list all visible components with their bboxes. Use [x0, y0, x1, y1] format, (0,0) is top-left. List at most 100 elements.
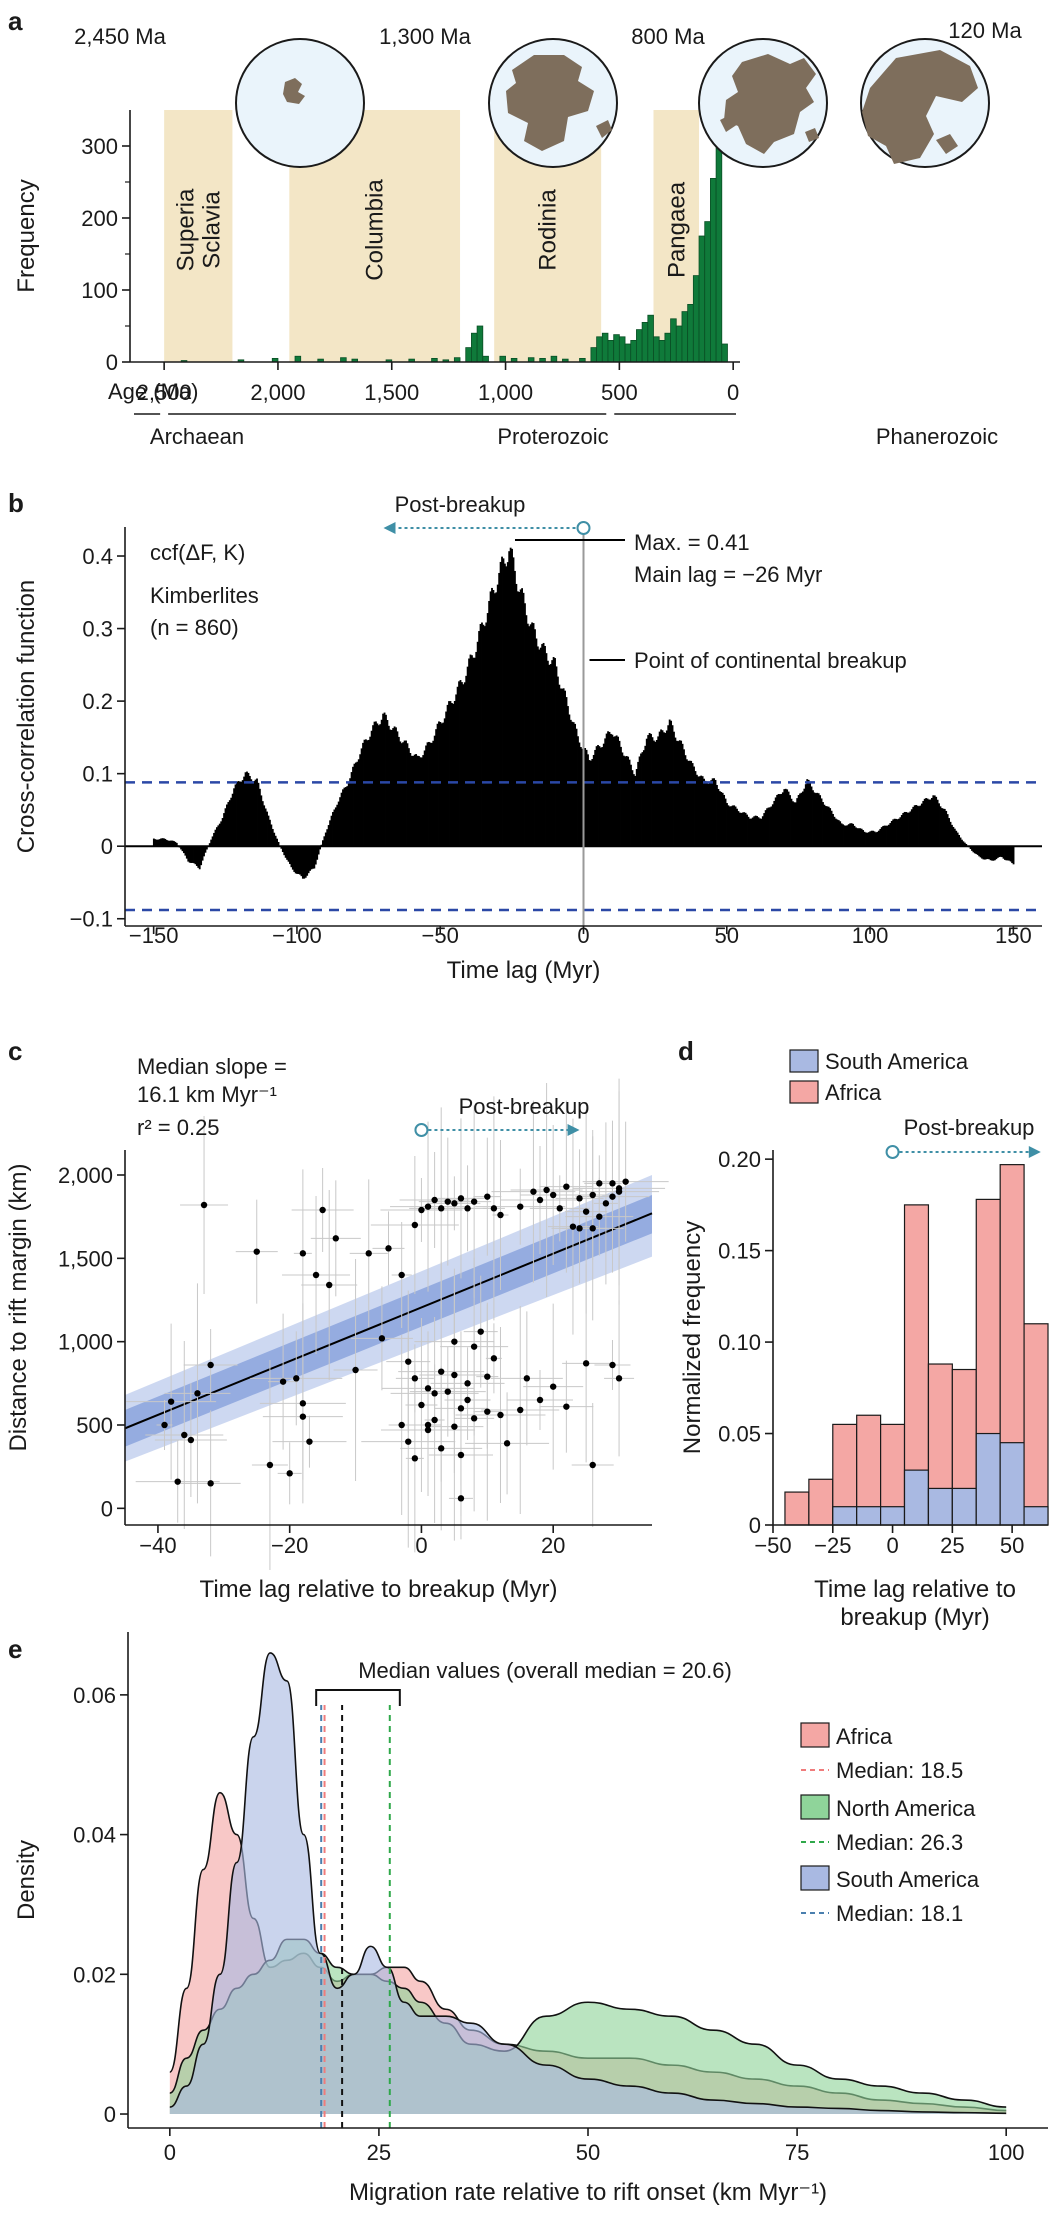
- ccf-bar: [761, 816, 764, 847]
- y-tick-label: 1,000: [58, 1330, 113, 1355]
- ccf-bar: [584, 748, 587, 847]
- ccf-bar: [357, 759, 360, 847]
- ccf-bar: [955, 830, 958, 847]
- band-label-line: Sclavia: [198, 191, 225, 269]
- ccf-title: ccf(ΔF, K): [150, 540, 245, 565]
- ccf-bar: [701, 776, 704, 847]
- ccf-bar: [895, 818, 897, 847]
- x-tick-label: 100: [988, 2140, 1025, 2165]
- ccf-bar: [645, 738, 648, 847]
- ccf-bar: [190, 846, 193, 863]
- frequency-bar: [294, 355, 302, 363]
- ccf-bar: [468, 658, 470, 847]
- ccf-bar: [870, 830, 873, 847]
- ccf-bar: [300, 846, 303, 877]
- ccf-bar: [933, 795, 936, 847]
- legend-median-africa: Median: 18.5: [836, 1758, 963, 1783]
- ccf-bar: [750, 818, 753, 847]
- ccf-bar: [366, 740, 369, 847]
- kimberlite-point: [444, 1198, 451, 1205]
- ccf-bar: [847, 824, 850, 847]
- frequency-bar: [647, 314, 654, 363]
- supercontinent-bands: Superia Sclavia Columbia Rodinia Pangaea: [164, 110, 700, 362]
- legend-swatch-south-america: [800, 1865, 830, 1891]
- ccf-bar: [479, 623, 482, 847]
- ccf-bar: [270, 824, 273, 847]
- ccf-bar: [615, 735, 618, 847]
- ccf-bar: [577, 736, 579, 847]
- ccf-bar: [266, 811, 268, 847]
- ccf-bar: [183, 846, 185, 854]
- ccf-bar: [846, 825, 849, 847]
- ccf-bar: [876, 831, 879, 847]
- kimberlite-point: [398, 1271, 405, 1279]
- ccf-bar: [463, 682, 466, 847]
- ccf-bar: [165, 839, 168, 847]
- ccf-bar: [542, 642, 545, 847]
- ccf-bar: [291, 846, 294, 870]
- ccf-bar: [390, 729, 393, 847]
- ccf-bar: [610, 733, 612, 847]
- ccf-bar: [829, 808, 832, 847]
- kimberlite-point: [385, 1245, 392, 1252]
- ccf-bar: [936, 799, 939, 847]
- ccf-bar: [400, 743, 403, 847]
- ccf-bar: [393, 726, 396, 847]
- ccf-bar: [604, 738, 607, 847]
- ccf-bar: [717, 788, 720, 847]
- ccf-bar: [413, 754, 416, 847]
- ccf-bar: [418, 756, 420, 847]
- ccf-bar: [817, 793, 820, 847]
- age-label-1300: 1,300 Ma: [379, 24, 471, 49]
- ccf-bar: [260, 795, 263, 847]
- ccf-bar: [830, 810, 833, 847]
- ccf-bar: [691, 763, 694, 847]
- ccf-bar: [886, 825, 889, 847]
- frequency-bar: [715, 120, 723, 363]
- ccf-bar: [902, 813, 905, 847]
- ccf-bar: [591, 759, 594, 847]
- panel-e-axes: 0 0.02 0.04 0.06 Density 0 25 50 75 100 Migration …: [13, 1632, 1048, 2206]
- ccf-bar: [862, 830, 865, 847]
- ccf-bar: [759, 818, 761, 847]
- y-axis-title: Cross-correlation function: [13, 580, 40, 853]
- ccf-bar: [592, 754, 595, 847]
- x-tick-label: 50: [576, 2140, 600, 2165]
- ccf-bar: [797, 795, 800, 847]
- ccf-bar: [488, 600, 491, 847]
- supercontinent-globes: [235, 38, 990, 168]
- ccf-bar: [240, 781, 243, 847]
- ccf-bar: [972, 846, 975, 853]
- y-tick-label: 0.1: [82, 762, 113, 787]
- ccf-bar: [567, 706, 569, 847]
- ccf-bar: [352, 766, 354, 847]
- ccf-bar: [866, 832, 869, 847]
- ccf-bar: [250, 779, 253, 847]
- kimberlite-point: [451, 1371, 458, 1379]
- ccf-bar: [726, 803, 728, 847]
- x-tick-label: 100: [852, 923, 889, 948]
- x-tick-label: 2,000: [250, 380, 305, 405]
- globe-columbia: [488, 38, 618, 168]
- ccf-bar: [677, 741, 680, 847]
- kimberlite-point: [517, 1406, 524, 1414]
- main-lag-label: Main lag = −26 Myr: [634, 562, 822, 587]
- x-tick-label: −40: [139, 1533, 176, 1558]
- ccf-bar: [362, 742, 364, 847]
- ccf-bar: [453, 700, 456, 847]
- breakup-point-label: Point of continental breakup: [634, 648, 907, 673]
- ccf-bar: [446, 704, 449, 847]
- ccf-bar: [756, 816, 758, 847]
- ccf-bar: [565, 697, 568, 847]
- kimberlite-point: [470, 1198, 478, 1205]
- ccf-bar: [873, 831, 876, 847]
- ccf-bar: [763, 813, 766, 847]
- ccf-bar: [602, 743, 605, 847]
- ccf-bar: [784, 788, 787, 847]
- ccf-bar: [433, 735, 436, 847]
- kimberlite-point: [576, 1225, 583, 1232]
- ccf-bar: [363, 739, 366, 847]
- frequency-bar: [624, 343, 632, 363]
- ccf-bar: [813, 792, 816, 847]
- ccf-bar: [690, 760, 693, 847]
